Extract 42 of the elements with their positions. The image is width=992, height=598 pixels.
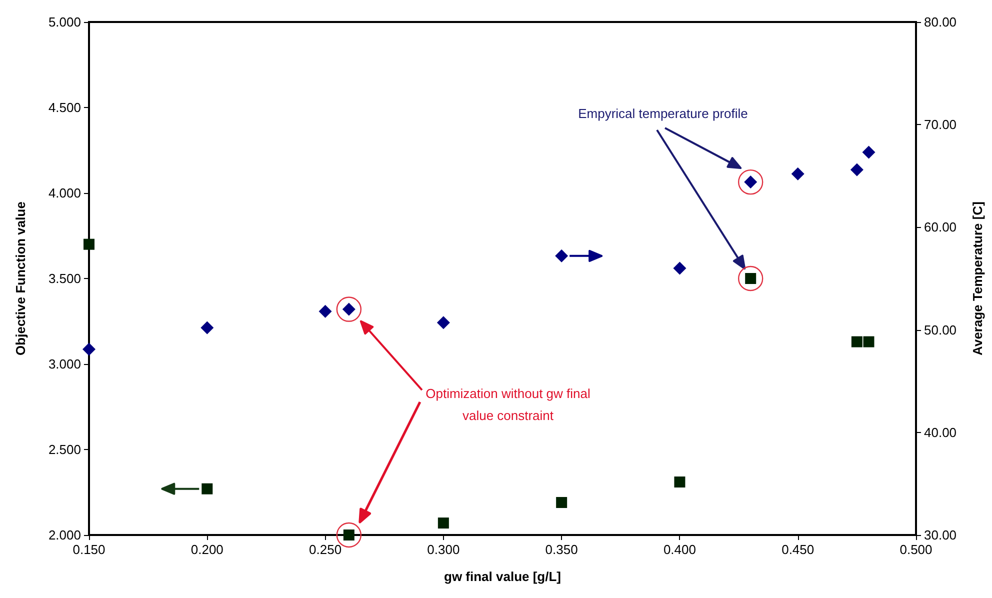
point [556,497,568,508]
point [862,146,876,159]
x-tick-label: 0.200 [190,542,224,557]
point [674,476,686,488]
x-tick-label: 0.450 [782,542,814,557]
x-tick-label: 0.500 [900,542,932,557]
x-tick-label: 0.300 [427,542,460,557]
point [851,336,862,348]
point [850,163,864,176]
x-tick-label: 0.400 [663,542,696,557]
y-tick-label: 2.500 [48,442,81,457]
point [202,483,213,494]
x-tick-label: 0.250 [309,542,342,557]
x-tick-label: 0.150 [72,542,106,557]
point [82,342,96,356]
annotation: Optimization without gw final value constraint [426,386,590,423]
point [318,304,332,318]
y2-tick-label: 40.00 [924,424,957,440]
x-axis-title: gw final value [g/L] [444,569,562,584]
y2-tick-label: 70.00 [924,117,957,132]
y-tick-label: 3.500 [48,271,81,286]
y2-tick-label: 30.00 [924,528,957,542]
point [555,249,568,262]
y-axis-title: Objective Function value [13,202,28,356]
y2-tick-label: 60.00 [924,220,957,235]
point [791,167,804,180]
y2-tick-label: 80.00 [924,14,957,30]
y2-tick-label: 50.00 [924,322,957,338]
y-tick-label: 3.000 [48,356,81,372]
point [863,336,874,348]
annotation: Empyrical temperature profile [578,106,748,121]
point [436,316,450,330]
point [84,238,94,250]
y-tick-label: 2.000 [48,528,81,542]
point [438,518,449,529]
y2-axis-title: Average Temperature [C] [970,202,985,356]
point [200,321,214,334]
y-tick-label: 4.500 [48,100,81,115]
x-tick-label: 0.350 [545,542,578,557]
y-tick-label: 5.000 [48,14,81,30]
point [673,262,686,275]
y-tick-label: 4.000 [48,186,81,200]
